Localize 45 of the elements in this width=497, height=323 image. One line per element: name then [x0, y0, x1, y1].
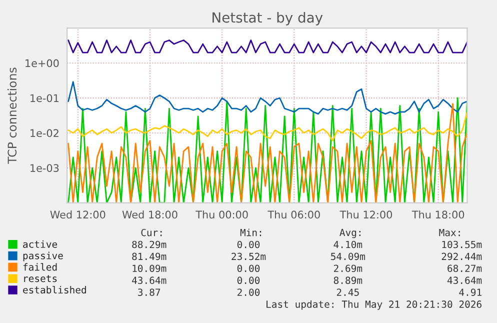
text: 2.45	[336, 288, 359, 296]
y-tick-label: 1e-01	[30, 94, 58, 102]
text: 103.55m	[442, 240, 482, 248]
line-series	[68, 81, 468, 115]
text: 88.29m	[132, 240, 166, 248]
x-tick-label: Thu 18:00	[412, 210, 464, 219]
x-tick-label: Thu 06:00	[268, 210, 320, 219]
text: 2.69m	[334, 264, 362, 272]
legend-label: established	[23, 286, 86, 294]
text: 43.64m	[447, 276, 482, 284]
y-tick-label: 1e+00	[26, 59, 59, 68]
chart-title: Netstat - by day	[212, 12, 323, 26]
text: 4.91	[459, 288, 482, 296]
text: 68.27m	[448, 264, 482, 272]
text: 10.09m	[132, 264, 166, 272]
text: 43.64m	[132, 276, 166, 284]
text: Max:	[439, 229, 460, 236]
legend-label: resets	[24, 275, 57, 282]
text: 0.00	[237, 264, 260, 272]
text: 3.87	[138, 288, 160, 296]
text: 23.52m	[232, 252, 266, 260]
x-tick-label: Wed 12:00	[50, 210, 106, 219]
legend-label: failed	[23, 263, 57, 271]
text: 0.00	[237, 240, 260, 248]
text: 0.00	[237, 276, 260, 284]
text: 81.49m	[132, 252, 166, 260]
text: 292.44m	[442, 252, 482, 260]
text: Cur:	[141, 228, 162, 236]
y-axis-title: TCP connections	[7, 68, 17, 164]
text: Min:	[240, 228, 262, 236]
x-tick-label: Wed 18:00	[122, 210, 178, 219]
text: 2.00	[238, 288, 260, 296]
line-series	[68, 40, 468, 54]
text: Last update: Thu May 21 20:21:30 2026	[266, 300, 482, 310]
x-tick-label: Thu 12:00	[340, 210, 392, 219]
line-series	[68, 111, 468, 142]
legend-label: passive	[23, 252, 63, 262]
x-tick-label: Thu 00:00	[196, 210, 248, 219]
text: 8.89m	[334, 276, 362, 284]
y-tick-label: 1e-02	[30, 129, 58, 138]
legend-label: active	[23, 240, 58, 248]
text: 4.10m	[334, 240, 362, 248]
text: 54.09m	[331, 252, 365, 260]
y-tick-label: 1e-03	[30, 164, 59, 172]
text: Avg:	[340, 228, 360, 238]
